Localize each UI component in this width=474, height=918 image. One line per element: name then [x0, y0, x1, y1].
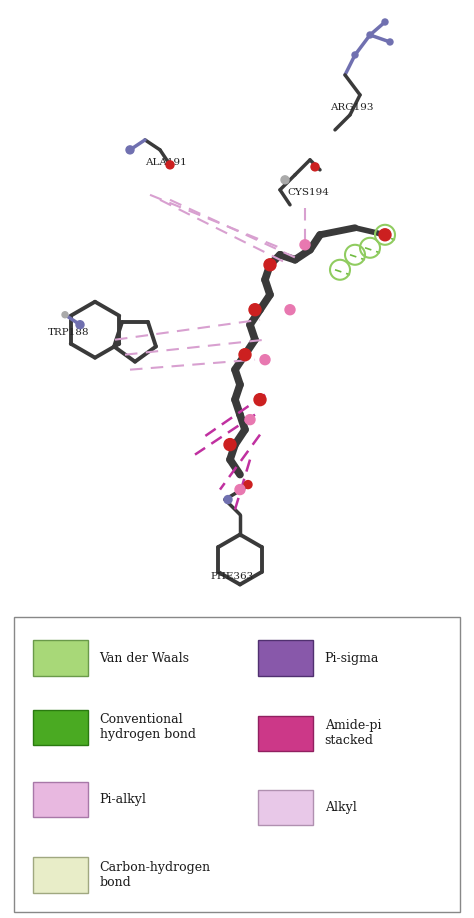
Circle shape	[379, 229, 391, 241]
Circle shape	[260, 354, 270, 364]
Bar	[258, 789, 313, 825]
Text: ALA191: ALA191	[145, 158, 187, 167]
Text: Pi-sigma: Pi-sigma	[325, 652, 379, 665]
Circle shape	[281, 176, 289, 184]
Text: Alkyl: Alkyl	[325, 800, 356, 813]
Circle shape	[300, 240, 310, 250]
Circle shape	[166, 161, 174, 169]
Circle shape	[387, 39, 393, 45]
Circle shape	[76, 320, 84, 329]
Circle shape	[264, 259, 276, 271]
Circle shape	[239, 349, 251, 361]
Circle shape	[126, 146, 134, 154]
Text: Amide-pi
stacked: Amide-pi stacked	[325, 720, 381, 747]
Circle shape	[254, 394, 266, 406]
Text: Conventional
hydrogen bond: Conventional hydrogen bond	[100, 713, 196, 742]
Circle shape	[382, 19, 388, 25]
Text: Van der Waals: Van der Waals	[100, 652, 190, 665]
Circle shape	[224, 496, 232, 504]
Text: Carbon-hydrogen
bond: Carbon-hydrogen bond	[100, 861, 210, 889]
Circle shape	[244, 481, 252, 488]
Text: TRP188: TRP188	[48, 328, 90, 337]
Bar	[33, 710, 88, 745]
Text: PHE363: PHE363	[210, 573, 253, 581]
Circle shape	[285, 305, 295, 315]
Circle shape	[224, 439, 236, 451]
Text: Pi-alkyl: Pi-alkyl	[100, 793, 146, 806]
Circle shape	[62, 312, 68, 318]
Circle shape	[245, 415, 255, 425]
Text: CYS194: CYS194	[287, 188, 329, 196]
Circle shape	[367, 32, 373, 38]
Bar	[33, 857, 88, 892]
Circle shape	[235, 485, 245, 495]
Bar	[33, 641, 88, 676]
Circle shape	[311, 162, 319, 171]
Bar	[258, 716, 313, 751]
Text: ARG193: ARG193	[330, 103, 374, 112]
Bar	[258, 641, 313, 676]
Circle shape	[352, 52, 358, 58]
Circle shape	[249, 304, 261, 316]
Bar	[33, 782, 88, 817]
